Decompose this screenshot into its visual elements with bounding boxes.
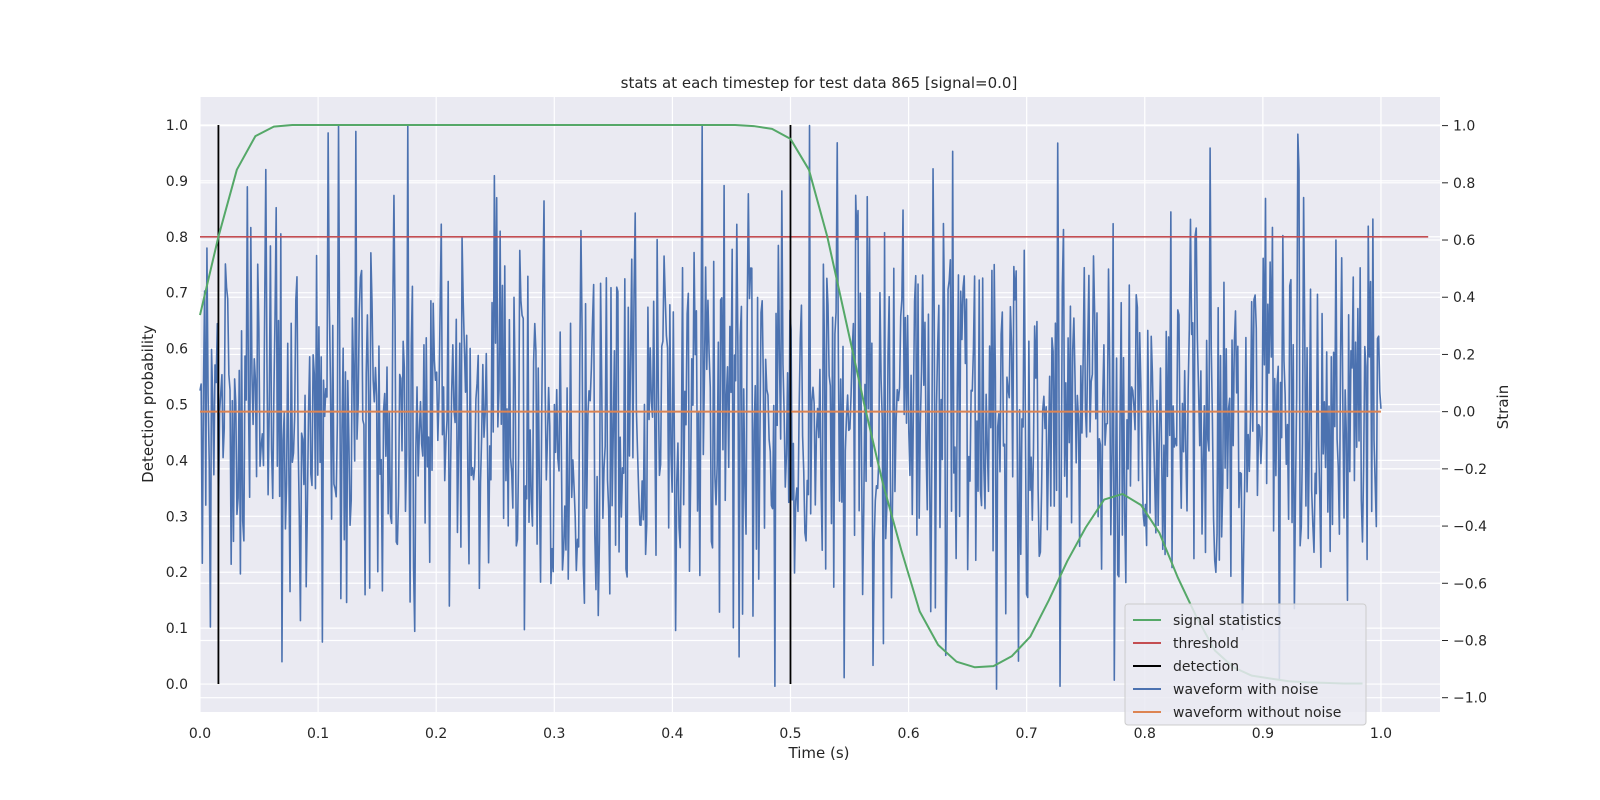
legend: signal statistics threshold detection wavef… <box>1124 603 1367 726</box>
y2-axis-label: Strain <box>1494 385 1512 429</box>
y2-tick-label: 0.6 <box>1453 233 1475 249</box>
x-tick-label: 0.3 <box>543 726 565 742</box>
legend-label: waveform without noise <box>1173 705 1341 721</box>
y2-tick-label: 0.0 <box>1453 405 1475 421</box>
y2-tick-label: −1.0 <box>1453 691 1487 707</box>
y-tick-label: 0.1 <box>166 621 188 637</box>
x-tick-label: 0.4 <box>661 726 683 742</box>
y-tick-label: 0.0 <box>166 677 188 693</box>
y-tick-label: 0.8 <box>166 230 188 246</box>
y2-tick-label: 0.4 <box>1453 290 1475 306</box>
x-tick-label: 1.0 <box>1370 726 1392 742</box>
y-tick-label: 0.3 <box>166 509 188 525</box>
y2-tick-label: −0.6 <box>1453 576 1487 592</box>
y-tick-label: 0.7 <box>166 286 188 302</box>
y2-tick-label: 0.2 <box>1453 347 1475 363</box>
x-tick-label: 0.9 <box>1252 726 1274 742</box>
chart-title: stats at each timestep for test data 865… <box>621 74 1018 92</box>
y-tick-label: 0.6 <box>166 342 188 358</box>
y-tick-label: 1.0 <box>166 118 188 134</box>
series-layer <box>199 123 1429 690</box>
x-tick-label: 0.1 <box>307 726 329 742</box>
legend-label: signal statistics <box>1173 613 1281 629</box>
x-tick-label: 0.8 <box>1134 726 1156 742</box>
y2-tick-label: −0.2 <box>1453 462 1487 478</box>
y2-tick-label: −0.8 <box>1453 633 1487 649</box>
legend-label: detection <box>1173 659 1239 675</box>
y2-tick-label: −0.4 <box>1453 519 1487 535</box>
ticks: 0.0 0.1 0.2 0.3 0.4 0.5 0.6 0.7 0.8 0.9 1.0 0.0 0.1 0… <box>166 118 1487 742</box>
x-tick-label: 0.6 <box>897 726 919 742</box>
x-tick-label: 0.7 <box>1016 726 1038 742</box>
x-axis-label: Time (s) <box>788 744 850 762</box>
x-tick-label: 0.5 <box>779 726 801 742</box>
y-tick-label: 0.2 <box>166 565 188 581</box>
legend-box <box>1124 603 1367 726</box>
legend-label: waveform with noise <box>1173 682 1318 698</box>
legend-label: threshold <box>1173 636 1239 652</box>
y-tick-label: 0.5 <box>166 398 188 414</box>
signal-statistics-line <box>199 123 1363 685</box>
y-tick-label: 0.9 <box>166 174 188 190</box>
x-tick-label: 0.0 <box>189 726 211 742</box>
x-tick-label: 0.2 <box>425 726 447 742</box>
y-axis-label: Detection probability <box>139 325 157 483</box>
y2-tick-label: 0.8 <box>1453 176 1475 192</box>
y2-tick-label: 1.0 <box>1453 119 1475 135</box>
y-tick-label: 0.4 <box>166 453 188 469</box>
